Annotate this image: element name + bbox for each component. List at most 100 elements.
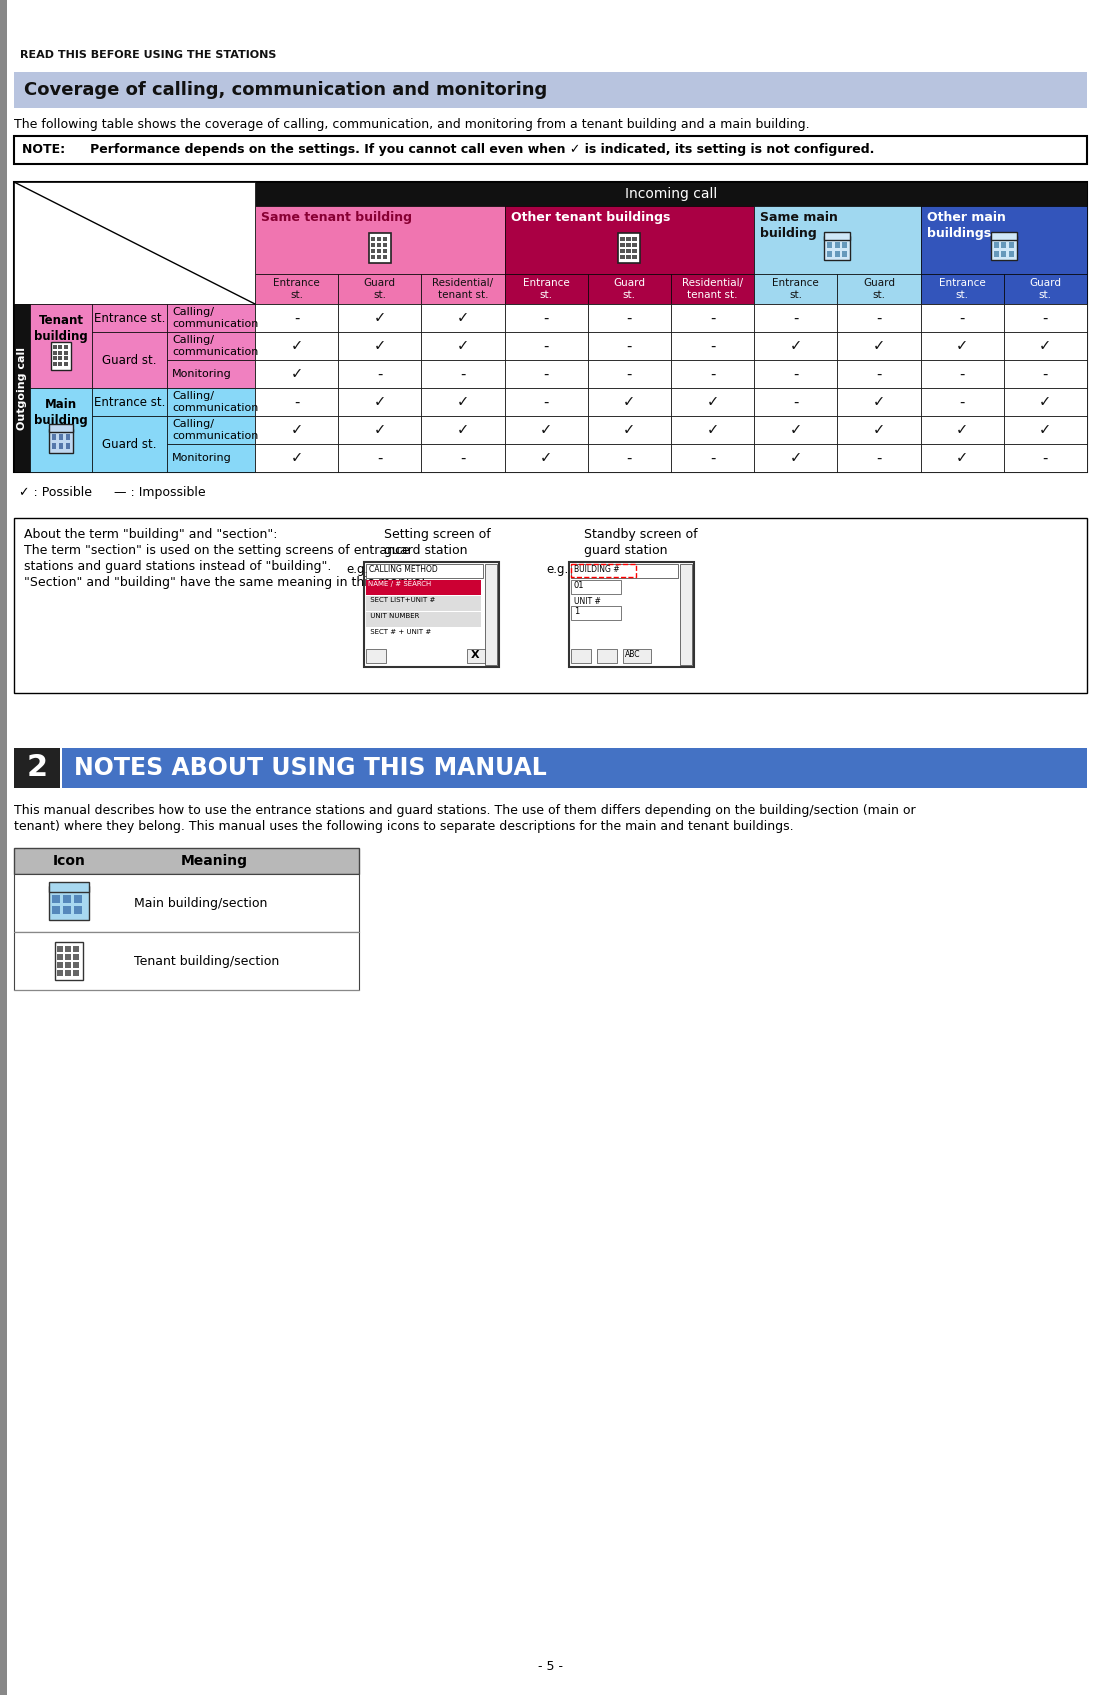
Text: -: - bbox=[959, 395, 964, 410]
Text: tenant) where they belong. This manual uses the following icons to separate desc: tenant) where they belong. This manual u… bbox=[14, 820, 794, 832]
Text: -: - bbox=[876, 310, 882, 325]
Bar bbox=[167, 444, 255, 471]
Bar bbox=[65, 963, 70, 968]
Text: 1: 1 bbox=[574, 607, 579, 615]
Bar bbox=[50, 881, 89, 892]
Bar bbox=[53, 356, 56, 359]
Text: READ THIS BEFORE USING THE STATIONS: READ THIS BEFORE USING THE STATIONS bbox=[20, 49, 276, 59]
Bar bbox=[59, 747, 1087, 788]
Bar bbox=[377, 242, 381, 247]
Bar bbox=[65, 946, 70, 951]
Bar bbox=[338, 388, 422, 415]
Text: -: - bbox=[710, 451, 716, 466]
Bar bbox=[57, 963, 63, 968]
Bar bbox=[14, 181, 1087, 471]
Bar bbox=[920, 332, 1004, 359]
Text: ✓: ✓ bbox=[541, 451, 553, 466]
Bar bbox=[57, 954, 63, 959]
Bar bbox=[0, 0, 7, 1695]
Bar bbox=[14, 71, 1087, 108]
Bar bbox=[50, 429, 73, 453]
Text: -: - bbox=[626, 339, 632, 354]
Bar bbox=[255, 207, 504, 275]
Text: -: - bbox=[793, 366, 798, 381]
Bar bbox=[920, 207, 1087, 275]
Text: Guard
st.: Guard st. bbox=[613, 278, 645, 300]
Bar bbox=[57, 946, 63, 951]
Text: ✓: ✓ bbox=[789, 339, 802, 354]
Text: e.g.: e.g. bbox=[546, 563, 568, 576]
Text: NOTE:  Performance depends on the settings. If you cannot call even when ✓ is in: NOTE: Performance depends on the setting… bbox=[22, 144, 874, 156]
Text: Other main
buildings: Other main buildings bbox=[927, 210, 1005, 241]
Bar bbox=[671, 275, 754, 303]
Bar bbox=[504, 388, 588, 415]
Bar bbox=[671, 303, 754, 332]
Text: Calling/
communication: Calling/ communication bbox=[172, 336, 259, 358]
Bar bbox=[754, 207, 920, 275]
Bar bbox=[827, 242, 832, 247]
Bar bbox=[504, 303, 588, 332]
Bar bbox=[167, 415, 255, 444]
Bar bbox=[571, 649, 591, 663]
Bar bbox=[92, 388, 167, 415]
Bar bbox=[59, 747, 62, 788]
Text: -: - bbox=[793, 395, 798, 410]
Bar bbox=[52, 442, 56, 449]
Text: -: - bbox=[959, 310, 964, 325]
Text: ✓: ✓ bbox=[291, 366, 303, 381]
Bar bbox=[838, 388, 920, 415]
Bar bbox=[422, 303, 504, 332]
Bar bbox=[55, 942, 83, 980]
Text: -: - bbox=[626, 366, 632, 381]
Bar bbox=[73, 970, 78, 976]
Bar bbox=[754, 359, 838, 388]
Text: -: - bbox=[626, 451, 632, 466]
Text: -: - bbox=[710, 339, 716, 354]
Text: -: - bbox=[710, 366, 716, 381]
Bar bbox=[754, 415, 838, 444]
Bar bbox=[1004, 359, 1087, 388]
Bar bbox=[14, 136, 1087, 164]
Bar bbox=[838, 303, 920, 332]
Bar bbox=[597, 649, 617, 663]
Bar bbox=[14, 848, 359, 875]
Text: -: - bbox=[544, 310, 549, 325]
Text: ✓: ✓ bbox=[541, 422, 553, 437]
Text: ✓ : Possible: ✓ : Possible bbox=[19, 486, 92, 498]
Bar bbox=[255, 359, 338, 388]
Bar bbox=[64, 361, 67, 366]
Bar bbox=[588, 275, 671, 303]
Bar bbox=[754, 444, 838, 471]
Bar bbox=[588, 332, 671, 359]
Text: Guard
st.: Guard st. bbox=[863, 278, 895, 300]
Text: e.g.: e.g. bbox=[346, 563, 368, 576]
Bar bbox=[65, 970, 70, 976]
Bar bbox=[74, 895, 81, 903]
Bar bbox=[486, 564, 497, 664]
Bar bbox=[65, 442, 70, 449]
Bar bbox=[842, 242, 848, 247]
Text: ✓: ✓ bbox=[457, 422, 469, 437]
Bar bbox=[504, 207, 754, 275]
Bar bbox=[671, 415, 754, 444]
Bar bbox=[14, 181, 255, 303]
Text: ✓: ✓ bbox=[373, 395, 386, 410]
Bar bbox=[64, 356, 67, 359]
Bar bbox=[338, 275, 422, 303]
Text: Other tenant buildings: Other tenant buildings bbox=[511, 210, 671, 224]
Bar bbox=[1004, 303, 1087, 332]
Text: Guard st.: Guard st. bbox=[102, 437, 156, 451]
Bar bbox=[632, 254, 636, 259]
Bar bbox=[588, 359, 671, 388]
Bar bbox=[64, 346, 67, 349]
Text: ✓: ✓ bbox=[707, 395, 719, 410]
Text: 2: 2 bbox=[26, 754, 47, 783]
Text: - 5 -: - 5 - bbox=[538, 1661, 563, 1673]
Bar bbox=[255, 388, 338, 415]
Bar bbox=[504, 415, 588, 444]
Bar bbox=[64, 351, 67, 354]
Bar bbox=[835, 251, 840, 258]
Text: Residential/
tenant st.: Residential/ tenant st. bbox=[682, 278, 743, 300]
Bar bbox=[838, 359, 920, 388]
Text: -: - bbox=[460, 366, 466, 381]
